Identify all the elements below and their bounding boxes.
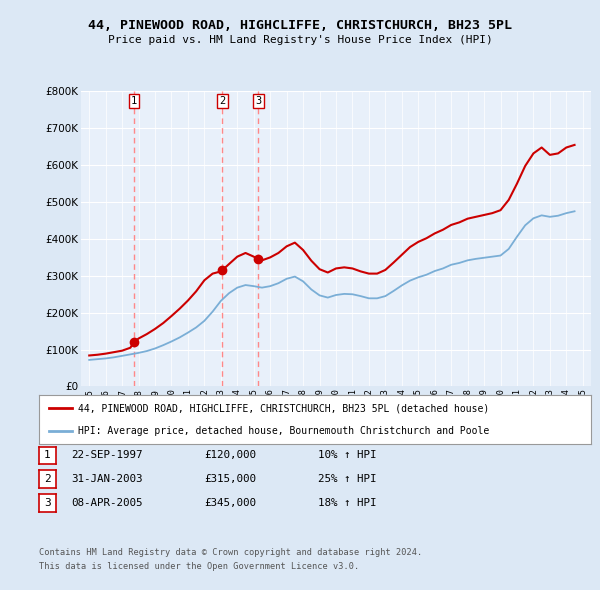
Text: 3: 3 <box>44 498 51 507</box>
Text: 10% ↑ HPI: 10% ↑ HPI <box>318 451 377 460</box>
Text: 18% ↑ HPI: 18% ↑ HPI <box>318 498 377 507</box>
Text: Contains HM Land Registry data © Crown copyright and database right 2024.: Contains HM Land Registry data © Crown c… <box>39 548 422 556</box>
Text: £315,000: £315,000 <box>204 474 256 484</box>
Text: This data is licensed under the Open Government Licence v3.0.: This data is licensed under the Open Gov… <box>39 562 359 571</box>
Text: Price paid vs. HM Land Registry's House Price Index (HPI): Price paid vs. HM Land Registry's House … <box>107 35 493 45</box>
Text: 22-SEP-1997: 22-SEP-1997 <box>71 451 142 460</box>
Text: £120,000: £120,000 <box>204 451 256 460</box>
Text: 44, PINEWOOD ROAD, HIGHCLIFFE, CHRISTCHURCH, BH23 5PL (detached house): 44, PINEWOOD ROAD, HIGHCLIFFE, CHRISTCHU… <box>77 404 489 414</box>
Text: £345,000: £345,000 <box>204 498 256 507</box>
Text: HPI: Average price, detached house, Bournemouth Christchurch and Poole: HPI: Average price, detached house, Bour… <box>77 425 489 435</box>
Text: 44, PINEWOOD ROAD, HIGHCLIFFE, CHRISTCHURCH, BH23 5PL: 44, PINEWOOD ROAD, HIGHCLIFFE, CHRISTCHU… <box>88 19 512 32</box>
Text: 25% ↑ HPI: 25% ↑ HPI <box>318 474 377 484</box>
Text: 2: 2 <box>219 96 225 106</box>
Text: 3: 3 <box>255 96 262 106</box>
Text: 1: 1 <box>131 96 137 106</box>
Text: 2: 2 <box>44 474 51 484</box>
Text: 08-APR-2005: 08-APR-2005 <box>71 498 142 507</box>
Text: 31-JAN-2003: 31-JAN-2003 <box>71 474 142 484</box>
Text: 1: 1 <box>44 451 51 460</box>
